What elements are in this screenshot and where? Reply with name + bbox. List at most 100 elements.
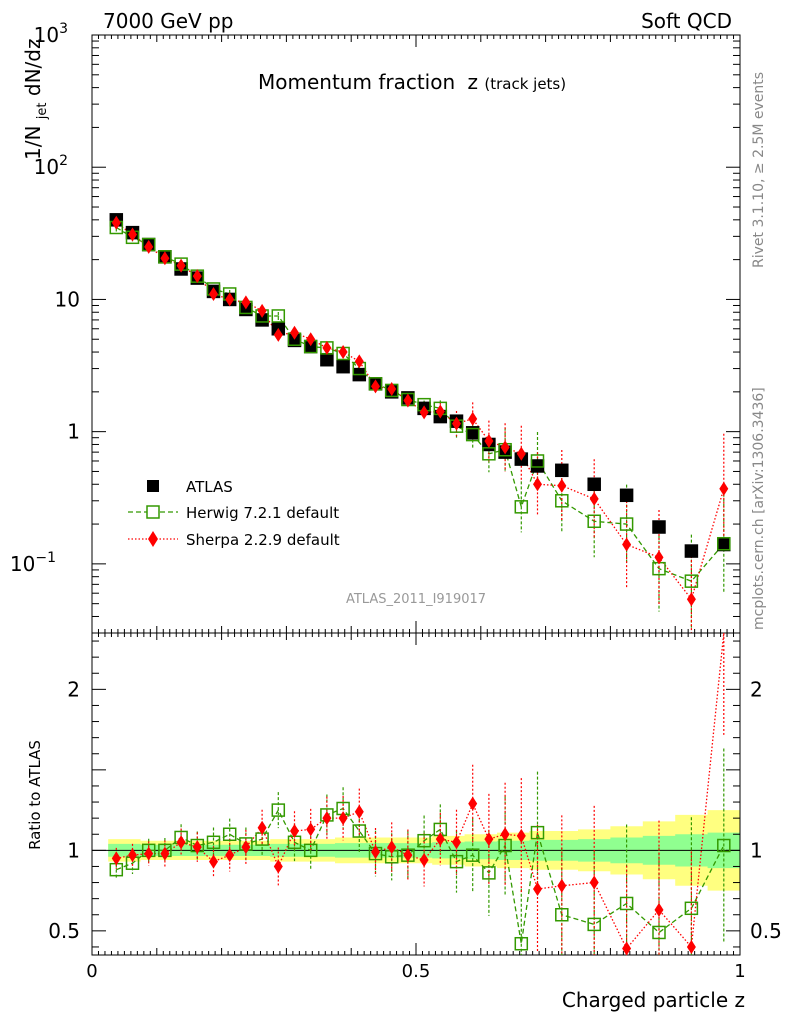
legend-atlas-marker — [147, 480, 159, 492]
sherpa-point — [435, 404, 445, 419]
sherpa-point — [622, 537, 632, 552]
atlas-point — [555, 463, 569, 478]
sherpa-point — [209, 286, 218, 301]
sherpa-point — [468, 411, 478, 426]
atlas-point — [530, 459, 545, 473]
x-tick-label: 0.5 — [402, 961, 431, 982]
sherpa-point — [128, 227, 137, 242]
ratio-ytick-label: 2 — [67, 677, 80, 701]
sherpa-point — [387, 382, 397, 397]
main-ytick-label: 1 — [67, 420, 80, 444]
legend-sherpa-label: Sherpa 2.2.9 default — [186, 531, 340, 549]
herwig-point — [465, 427, 480, 442]
atlas-point — [320, 352, 334, 367]
ratio-herwig-point — [530, 825, 545, 840]
herwig-line — [115, 226, 725, 582]
sherpa-point — [371, 379, 380, 394]
ratio-herwig-point — [587, 917, 601, 932]
main-ytick-label: 10−1 — [10, 550, 56, 576]
atlas-point — [684, 544, 699, 558]
ratio-ytick-label: 0.5 — [48, 919, 80, 943]
ratio-sherpa-point — [589, 875, 599, 890]
ratio-sherpa-point — [686, 939, 696, 954]
ratio-herwig-point — [303, 843, 318, 858]
ratio-sherpa-point — [241, 840, 251, 855]
ratio-herwig-point — [619, 896, 634, 911]
ratio-herwig-point — [449, 854, 464, 869]
ratio-sherpa-point — [419, 853, 429, 868]
ratio-herwig-point — [222, 827, 237, 841]
legend-atlas-label: ATLAS — [186, 478, 233, 496]
ratio-ytick-label-right: 0.5 — [750, 919, 782, 943]
ratio-sherpa-point — [209, 854, 218, 869]
sherpa-point — [654, 550, 664, 565]
legend-herwig-marker — [146, 505, 160, 519]
ratio-sherpa-point — [144, 846, 154, 861]
ratio-sherpa-point — [128, 848, 137, 863]
sherpa-point — [500, 440, 510, 455]
main-ytick-label: 103 — [34, 21, 68, 47]
mcplots-label: mcplots.cern.ch [arXiv:1306.3436] — [751, 387, 767, 630]
ratio-herwig-point — [717, 838, 731, 853]
atlas-point — [652, 520, 666, 534]
analysis-watermark: ATLAS_2011_I919017 — [346, 592, 486, 607]
herwig-point — [530, 454, 545, 468]
ratio-ylabel: Ratio to ATLAS — [26, 740, 44, 850]
herwig-point — [619, 517, 634, 531]
herwig-point — [684, 574, 699, 588]
atlas-point — [587, 477, 601, 492]
herwig-point — [587, 514, 601, 529]
herwig-point — [717, 536, 731, 551]
sherpa-point — [160, 251, 170, 266]
ratio-ytick-label-right: 1 — [750, 838, 763, 862]
main-ylabel-sub: jet — [35, 102, 50, 120]
sherpa-point — [354, 354, 364, 369]
ratio-sherpa-point — [435, 832, 445, 847]
sherpa-point — [290, 325, 299, 340]
sherpa-point — [403, 393, 413, 408]
main-ytick-label: 10 — [55, 287, 80, 311]
x-tick-label: 0 — [86, 961, 97, 982]
ratio-panel: 0 0.5 10.5 0.51 12 2 — [48, 632, 782, 982]
main-title-z: z — [468, 70, 479, 94]
sherpa-point — [257, 303, 267, 318]
sherpa-point — [192, 269, 202, 284]
herwig-point — [555, 494, 569, 508]
atlas-point — [336, 359, 350, 374]
ratio-sherpa-point — [160, 846, 170, 861]
ratio-herwig-point — [652, 925, 666, 940]
ratio-herwig-point — [555, 908, 569, 922]
ratio-sherpa-point — [516, 828, 526, 843]
sherpa-point — [419, 405, 429, 420]
ratio-sherpa-point — [557, 878, 567, 893]
ratio-herwig-point — [684, 901, 699, 916]
sherpa-point — [176, 258, 186, 273]
sherpa-point — [557, 478, 567, 493]
ratio-sherpa-point — [452, 835, 461, 850]
ratio-herwig-point — [482, 866, 496, 880]
sherpa-point — [452, 416, 461, 431]
ratio-sherpa-point — [273, 859, 283, 874]
ratio-sherpa-point — [192, 840, 202, 855]
sherpa-point — [338, 345, 348, 360]
header-left: 7000 GeV pp — [103, 9, 234, 33]
ratio-sherpa-point — [257, 820, 267, 835]
legend: ATLAS Herwig 7.2.1 default Sherpa 2.2.9 … — [128, 478, 340, 549]
ratio-sherpa-point — [500, 827, 510, 842]
sherpa-point — [322, 340, 332, 355]
sherpa-point — [719, 481, 729, 496]
herwig-point — [514, 500, 529, 514]
ratio-sherpa-point — [111, 851, 121, 866]
main-title-note: (track jets) — [484, 75, 566, 93]
main-ytick-label: 102 — [34, 153, 68, 179]
ratio-sherpa-point — [290, 824, 299, 839]
sherpa-point — [516, 446, 526, 461]
ratio-ytick-label: 1 — [67, 838, 80, 862]
ratio-sherpa-point — [654, 902, 664, 917]
rivet-label: Rivet 3.1.10, ≥ 2.5M events — [751, 72, 767, 268]
main-title-text: Momentum fraction — [258, 70, 455, 94]
sherpa-point — [533, 477, 542, 492]
ratio-sherpa-point — [387, 840, 397, 855]
